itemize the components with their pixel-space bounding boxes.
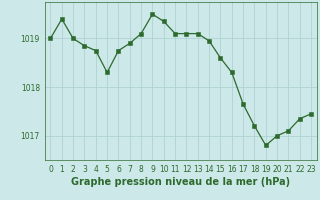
X-axis label: Graphe pression niveau de la mer (hPa): Graphe pression niveau de la mer (hPa) xyxy=(71,177,290,187)
